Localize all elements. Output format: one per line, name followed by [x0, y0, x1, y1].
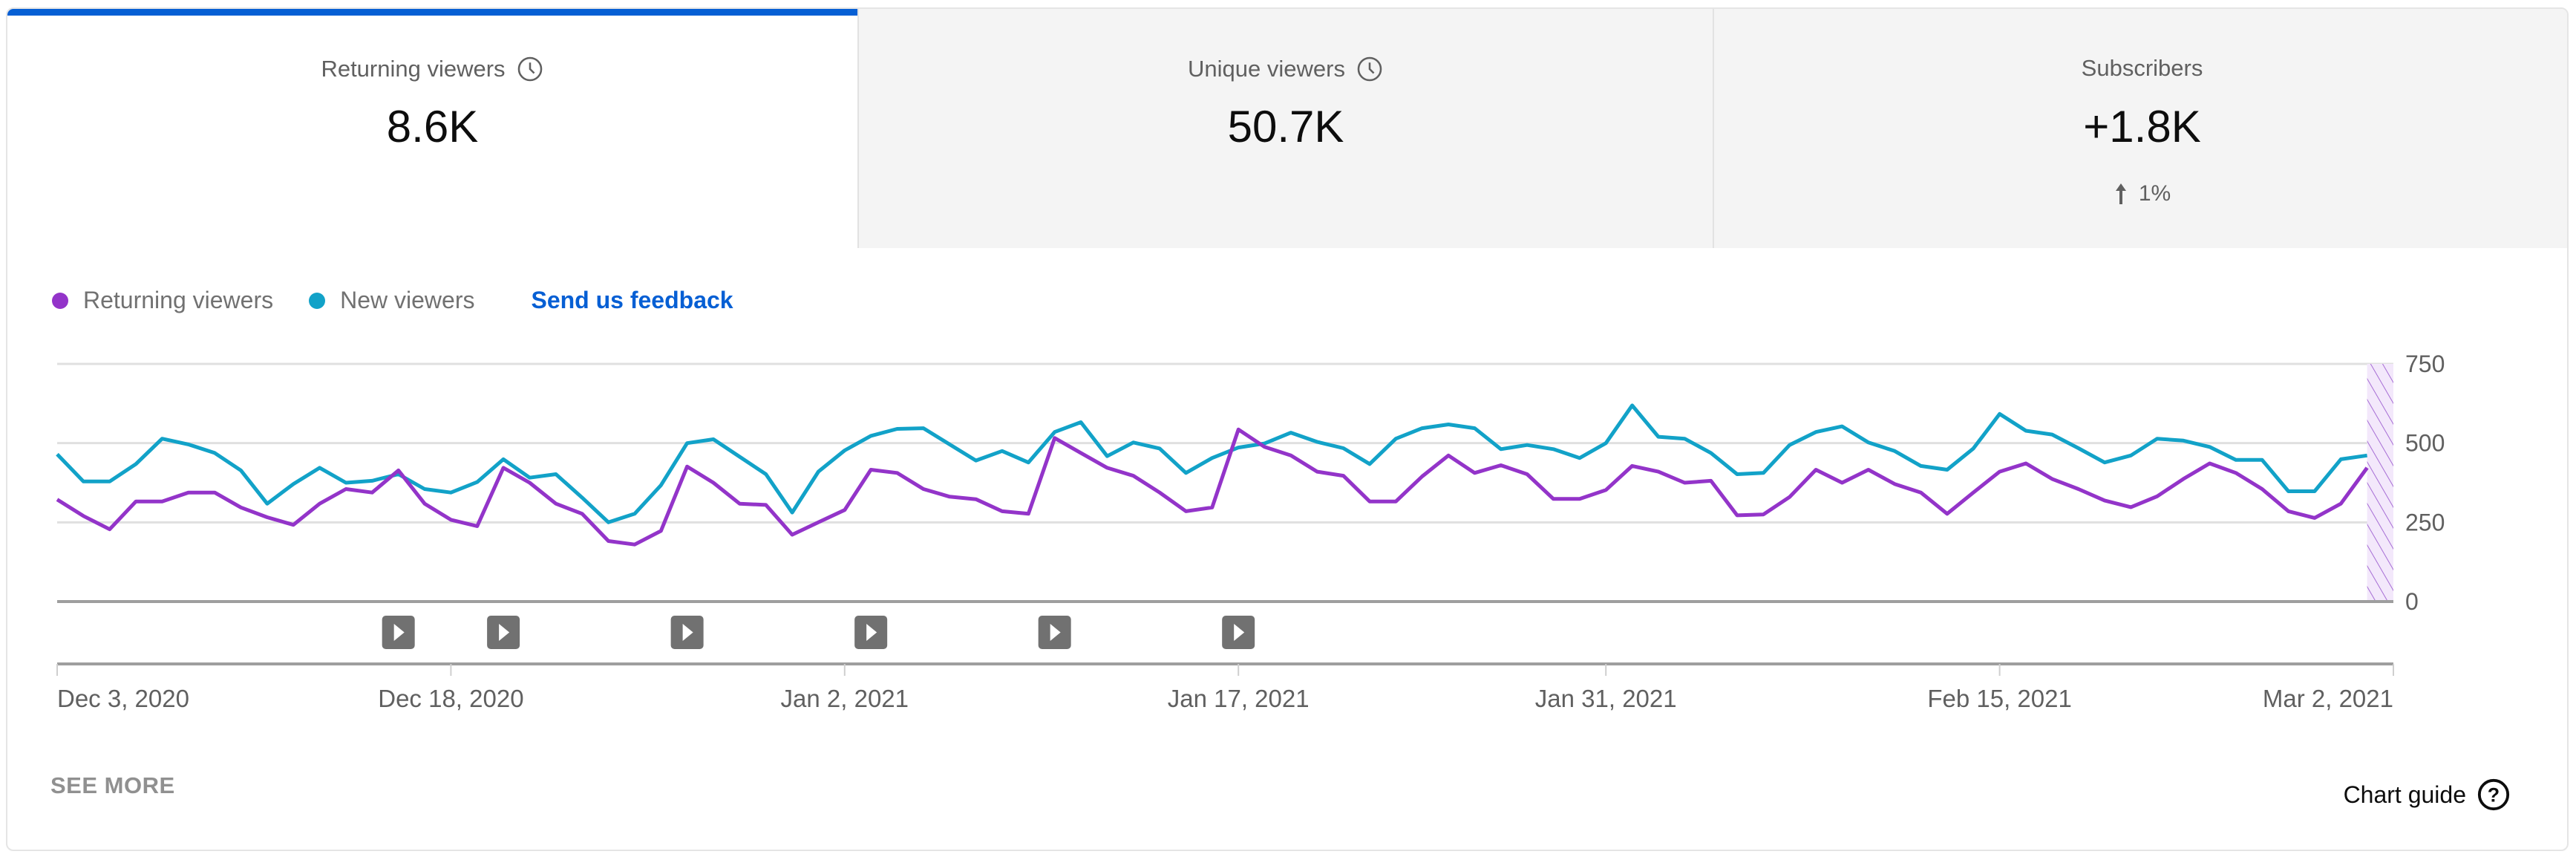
active-tab-indicator	[7, 9, 857, 16]
play-icon	[499, 624, 510, 641]
tab-label: Subscribers	[2081, 55, 2203, 81]
tab-divider	[857, 9, 859, 248]
help-icon: ?	[2477, 778, 2510, 811]
new-dot-icon	[309, 292, 326, 309]
video-marker[interactable]	[670, 616, 704, 649]
play-icon	[393, 624, 405, 641]
see-more-button[interactable]: SEE MORE	[50, 772, 175, 798]
returning-viewers-line	[56, 427, 2369, 547]
legend-label: New viewers	[340, 287, 475, 313]
x-tick-label: Dec 18, 2020	[378, 685, 523, 712]
tab-unique-viewers[interactable]: Unique viewers 50.7K	[859, 9, 1713, 248]
video-marker[interactable]	[1222, 616, 1255, 649]
new-viewers-line	[56, 403, 2367, 524]
tab-value: 50.7K	[1227, 102, 1344, 152]
x-tick-label: Jan 31, 2021	[1535, 685, 1677, 712]
play-icon	[1050, 624, 1061, 641]
tab-label: Returning viewers	[321, 56, 506, 82]
play-icon	[866, 624, 877, 641]
tab-subscribers[interactable]: Subscribers +1.8K 1%	[1714, 9, 2567, 248]
video-marker[interactable]	[382, 616, 415, 649]
x-tick-label: Dec 3, 2020	[57, 685, 189, 712]
video-marker[interactable]	[1038, 616, 1071, 649]
tab-divider	[1713, 9, 1714, 248]
incomplete-data-region	[2367, 364, 2393, 602]
video-marker[interactable]	[487, 616, 520, 649]
returning-dot-icon	[52, 292, 68, 309]
y-tick-label: 750	[2405, 351, 2445, 377]
y-tick-label: 0	[2405, 588, 2419, 615]
arrow-up-icon	[2115, 183, 2126, 204]
clock-icon	[517, 56, 542, 82]
legend-returning-viewers[interactable]: Returning viewers	[52, 287, 273, 314]
chart-legend: Returning viewers New viewers Send us fe…	[52, 287, 733, 314]
x-tick-label: Jan 17, 2021	[1168, 685, 1310, 712]
clock-icon	[1357, 56, 1382, 82]
chart-guide-label: Chart guide	[2343, 781, 2466, 808]
video-marker[interactable]	[854, 616, 888, 649]
x-tick-label: Jan 2, 2021	[781, 685, 909, 712]
tab-returning-viewers[interactable]: Returning viewers 8.6K	[7, 9, 857, 248]
y-tick-label: 250	[2405, 509, 2445, 535]
svg-text:?: ?	[2488, 784, 2500, 807]
tab-value: +1.8K	[2083, 102, 2201, 152]
x-tick-label: Feb 15, 2021	[1927, 685, 2072, 712]
tab-value: 8.6K	[386, 102, 479, 152]
legend-label: Returning viewers	[83, 287, 274, 313]
play-icon	[682, 624, 693, 641]
tab-label: Unique viewers	[1188, 56, 1345, 82]
audience-chart-card: Returning viewers 8.6K Unique viewers 50…	[6, 7, 2569, 851]
legend-new-viewers[interactable]: New viewers	[309, 287, 474, 314]
chart-guide-button[interactable]: Chart guide ?	[2344, 778, 2511, 812]
x-tick-label: Mar 2, 2021	[2263, 685, 2393, 712]
play-icon	[1234, 624, 1245, 641]
send-feedback-link[interactable]: Send us feedback	[531, 287, 733, 313]
subscribers-delta: 1%	[2138, 181, 2171, 206]
y-tick-label: 500	[2405, 430, 2445, 457]
